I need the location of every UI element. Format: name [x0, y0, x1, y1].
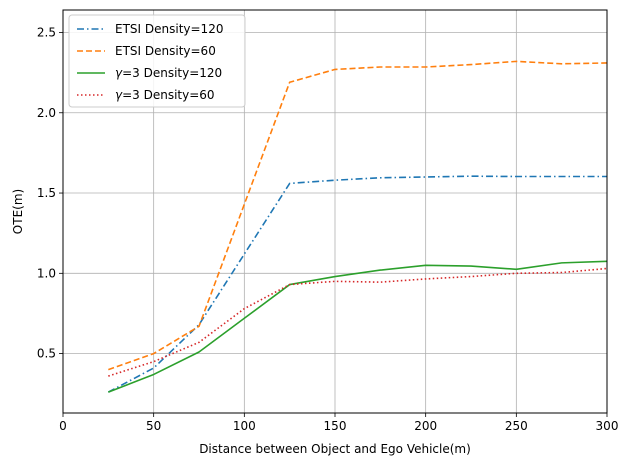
x-tick-label: 50 — [146, 419, 161, 433]
series-line-2 — [108, 60, 607, 371]
x-tick-label: 300 — [596, 419, 619, 433]
legend-label: ETSI Density=120 — [115, 22, 223, 36]
y-tick-label: 1.0 — [37, 266, 56, 280]
x-tick-label: 200 — [414, 419, 437, 433]
y-tick-label: 2.0 — [37, 106, 56, 120]
y-tick-label: 0.5 — [37, 347, 56, 361]
series-line-1 — [107, 175, 607, 393]
legend-label: γ=3 Density=60 — [115, 88, 215, 102]
legend-label: ETSI Density=60 — [115, 44, 216, 58]
x-tick-label: 100 — [233, 419, 256, 433]
legend-box — [68, 14, 246, 108]
x-tick-label: 250 — [505, 419, 528, 433]
series-lines — [107, 60, 607, 393]
axis-ticks: 0 50 100 150 200 250 300 0.5 1.0 1.5 2.0 2.5 — [37, 25, 619, 433]
series-line-4 — [108, 267, 607, 377]
x-tick-label: 0 — [59, 419, 67, 433]
y-axis-title: OTE(m) — [11, 189, 25, 234]
legend: ETSI Density=120 ETSI Density=60 γ=3 Densi… — [68, 14, 246, 108]
series-line-3 — [108, 260, 607, 393]
y-tick-label: 1.5 — [37, 186, 56, 200]
x-tick-label: 150 — [324, 419, 347, 433]
y-tick-label: 2.5 — [37, 25, 56, 39]
legend-label: γ=3 Density=120 — [115, 66, 222, 80]
x-axis-title: Distance between Object and Ego Vehicle(… — [199, 442, 471, 456]
